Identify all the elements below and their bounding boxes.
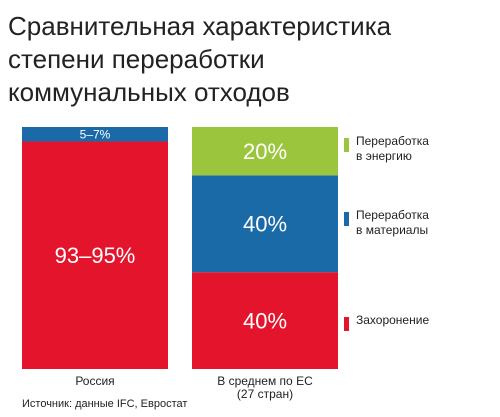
legend-label-energy: Переработка в энергию [356,134,429,163]
bar-segment-energy-2 [192,127,338,176]
chart-title-line-2: степени переработки [8,44,265,74]
bar-segment-materials-2 [192,175,338,273]
bar-segment-landfill-1 [22,141,168,369]
chart-title-line-1: Сравнительная характеристика [8,11,392,41]
legend-swatch-landfill [344,317,349,331]
source-note: Источник: данные IFC, Евростат [22,398,188,410]
category-label-2-line-1: В среднем по ЕС [217,374,313,388]
legend-swatch-energy [344,138,349,152]
data-label-landfill-1: 93–95% [55,243,136,268]
category-label-2-line-2: (27 стран) [237,387,293,401]
legend-label-materials: Переработка в материалы [356,208,429,237]
data-label-materials-1: 5–7% [80,128,111,142]
legend-swatch-materials [344,212,349,226]
data-label-materials-2: 40% [243,212,287,237]
bar-segment-landfill-2 [192,272,338,369]
legend-label-landfill: Захоронение [356,313,430,327]
data-label-landfill-2: 40% [243,309,287,334]
chart-title-line-3: коммунальных отходов [8,77,290,107]
bar-segment-materials-1 [22,127,168,142]
chart-title: Сравнительная характеристика степени пер… [8,10,408,109]
data-label-energy-2: 20% [243,139,287,164]
category-label-1: Россия [75,374,114,388]
